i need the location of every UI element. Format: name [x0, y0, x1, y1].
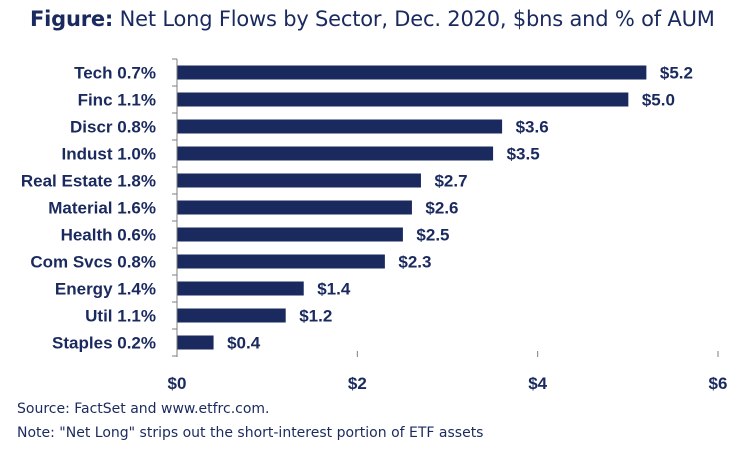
bar — [178, 309, 286, 323]
data-label: $2.3 — [398, 253, 431, 272]
x-tick-label: $2 — [348, 374, 367, 393]
category-label: Discr 0.8% — [70, 118, 156, 137]
data-label: $1.4 — [317, 280, 351, 299]
x-tick-label: $0 — [168, 374, 187, 393]
data-label: $3.6 — [516, 118, 549, 137]
x-tick-label: $4 — [528, 374, 547, 393]
bar — [178, 201, 412, 215]
bar — [178, 336, 214, 350]
bar — [178, 255, 385, 269]
bar — [178, 282, 304, 296]
category-label: Energy 1.4% — [55, 280, 156, 299]
category-label: Finc 1.1% — [78, 91, 156, 110]
bar — [178, 228, 403, 242]
category-label: Indust 1.0% — [62, 145, 156, 164]
bar — [178, 147, 494, 161]
bar — [178, 174, 421, 188]
category-label: Staples 0.2% — [52, 334, 156, 353]
source-note: Source: FactSet and www.etfrc.com. — [17, 401, 270, 417]
data-label: $2.5 — [416, 226, 449, 245]
footnote: Note: "Net Long" strips out the short-in… — [17, 425, 483, 441]
bar — [178, 93, 629, 107]
category-label: Tech 0.7% — [74, 64, 156, 83]
bar — [178, 120, 503, 134]
data-label: $3.5 — [507, 145, 540, 164]
category-label: Com Svcs 0.8% — [30, 253, 156, 272]
data-label: $2.7 — [434, 172, 467, 191]
data-label: $0.4 — [227, 334, 261, 353]
category-label: Real Estate 1.8% — [21, 172, 156, 191]
data-label: $5.2 — [660, 64, 693, 83]
data-label: $5.0 — [642, 91, 675, 110]
category-label: Health 0.6% — [61, 226, 156, 245]
category-label: Util 1.1% — [85, 307, 156, 326]
data-label: $1.2 — [299, 307, 332, 326]
bar-chart: $0 $2 $4 $6 Tech 0.7% $5.2 Finc 1.1% $5.0 Discr … — [0, 0, 744, 449]
bar — [178, 66, 647, 80]
x-tick-label: $6 — [709, 374, 728, 393]
data-label: $2.6 — [425, 199, 458, 218]
category-label: Material 1.6% — [48, 199, 156, 218]
